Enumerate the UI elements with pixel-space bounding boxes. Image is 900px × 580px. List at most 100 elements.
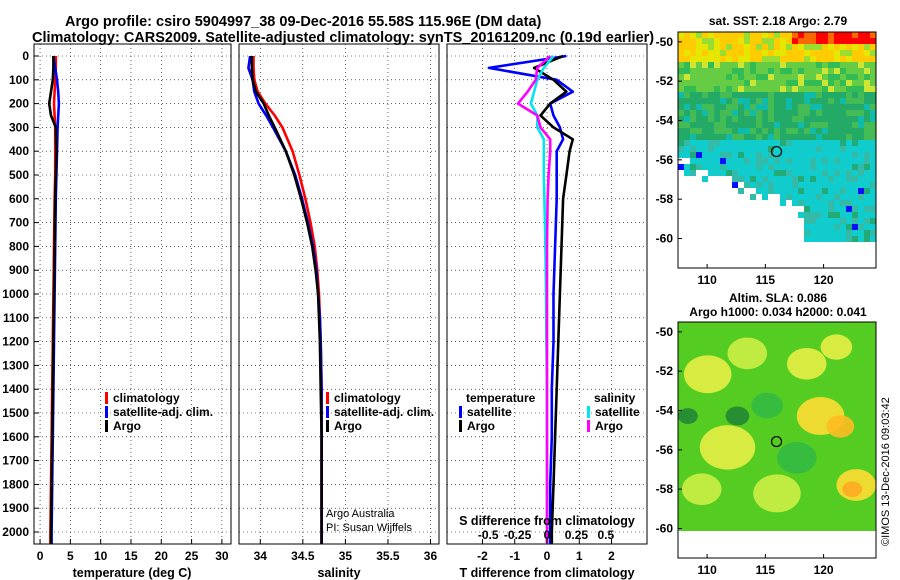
sst-cell — [726, 56, 732, 62]
x-tick-label: 10 — [94, 549, 108, 563]
sst-cell — [726, 122, 732, 128]
sst-cell — [762, 170, 768, 176]
sst-cell — [762, 32, 768, 38]
sla-blob — [777, 442, 817, 474]
sst-cell — [756, 110, 762, 116]
sst-cell — [678, 122, 684, 128]
sst-cell — [810, 218, 816, 224]
sst-cell — [816, 62, 822, 68]
sst-cell — [690, 98, 696, 104]
sst-cell — [858, 236, 864, 242]
legend-label-argo: Argo — [334, 419, 362, 433]
sst-cell — [810, 152, 816, 158]
depth-tick-label: 1800 — [2, 477, 29, 491]
sst-cell — [822, 86, 828, 92]
sst-cell — [708, 170, 714, 176]
sst-cell — [834, 122, 840, 128]
sst-cell — [744, 140, 750, 146]
sst-cell — [846, 122, 852, 128]
depth-tick-label: 600 — [9, 192, 29, 206]
sst-cell — [804, 80, 810, 86]
sst-cell — [696, 68, 702, 74]
sst-cell — [792, 182, 798, 188]
sst-cell — [870, 152, 876, 158]
sst-cell — [828, 32, 834, 38]
sst-cell — [714, 122, 720, 128]
sst-cell — [810, 236, 816, 242]
sst-cell — [852, 44, 858, 50]
sst-cell — [720, 134, 726, 140]
sst-cell — [834, 110, 840, 116]
sst-cell — [834, 212, 840, 218]
sst-cell — [768, 92, 774, 98]
sst-cell — [828, 230, 834, 236]
sst-cell — [744, 152, 750, 158]
depth-tick-label: 0 — [22, 49, 29, 63]
sst-cell — [804, 158, 810, 164]
sst-cell — [756, 68, 762, 74]
legend-label-temp-satellite: satellite — [467, 405, 512, 419]
sla-blob — [842, 481, 863, 498]
sst-cell — [738, 86, 744, 92]
sst-cell — [834, 170, 840, 176]
latitude-tick-label: -50 — [656, 325, 674, 339]
x-tick-label: 2 — [608, 549, 615, 563]
sst-cell — [720, 86, 726, 92]
sst-cell — [858, 218, 864, 224]
sst-cell — [726, 62, 732, 68]
sst-cell — [732, 110, 738, 116]
sst-cell — [702, 158, 708, 164]
sst-cell — [678, 50, 684, 56]
sst-cell — [852, 170, 858, 176]
legend-swatch-temp-argo — [459, 420, 462, 432]
sst-cell — [822, 206, 828, 212]
sst-cell — [870, 194, 876, 200]
sst-cell — [786, 116, 792, 122]
sst-cell — [852, 176, 858, 182]
sst-cell — [858, 152, 864, 158]
latitude-tick-label: -58 — [656, 482, 674, 496]
sst-cell — [678, 92, 684, 98]
longitude-tick-label: 115 — [756, 563, 776, 577]
sst-cell — [798, 62, 804, 68]
sst-cell — [870, 56, 876, 62]
sst-cell — [804, 188, 810, 194]
sst-cell — [708, 110, 714, 116]
difference-legend: temperature satellite Argo salinity sate… — [459, 391, 640, 433]
sst-cell — [864, 230, 870, 236]
sst-cell — [708, 158, 714, 164]
sst-cell — [762, 116, 768, 122]
sst-cell — [780, 50, 786, 56]
sst-cell — [864, 116, 870, 122]
sst-cell — [786, 104, 792, 110]
sst-cell — [762, 128, 768, 134]
sst-cell — [864, 140, 870, 146]
sst-cell — [798, 152, 804, 158]
sst-map: sat. SST: 2.18 Argo: 2.79 110 115 120 -50 -… — [656, 14, 877, 287]
sst-cell — [864, 104, 870, 110]
sst-cell — [726, 92, 732, 98]
sst-cell — [792, 32, 798, 38]
sst-cell — [738, 38, 744, 44]
sst-cell — [726, 140, 732, 146]
sst-cell — [696, 86, 702, 92]
sst-cell — [696, 50, 702, 56]
sst-cell — [786, 176, 792, 182]
x-tick-label: 1 — [576, 549, 583, 563]
sst-cell — [798, 122, 804, 128]
sst-cell — [852, 110, 858, 116]
sst-cell — [864, 134, 870, 140]
sst-cell — [798, 104, 804, 110]
sst-cell — [726, 134, 732, 140]
sst-cell — [822, 38, 828, 44]
sst-cell — [744, 122, 750, 128]
legend-swatch-satellite — [105, 406, 108, 418]
sst-cell — [708, 38, 714, 44]
sst-cell — [792, 110, 798, 116]
sst-cell — [732, 62, 738, 68]
sst-cell — [858, 122, 864, 128]
sst-cell — [708, 134, 714, 140]
sst-cell — [750, 194, 756, 200]
sst-cell — [810, 44, 816, 50]
sst-cell — [738, 158, 744, 164]
